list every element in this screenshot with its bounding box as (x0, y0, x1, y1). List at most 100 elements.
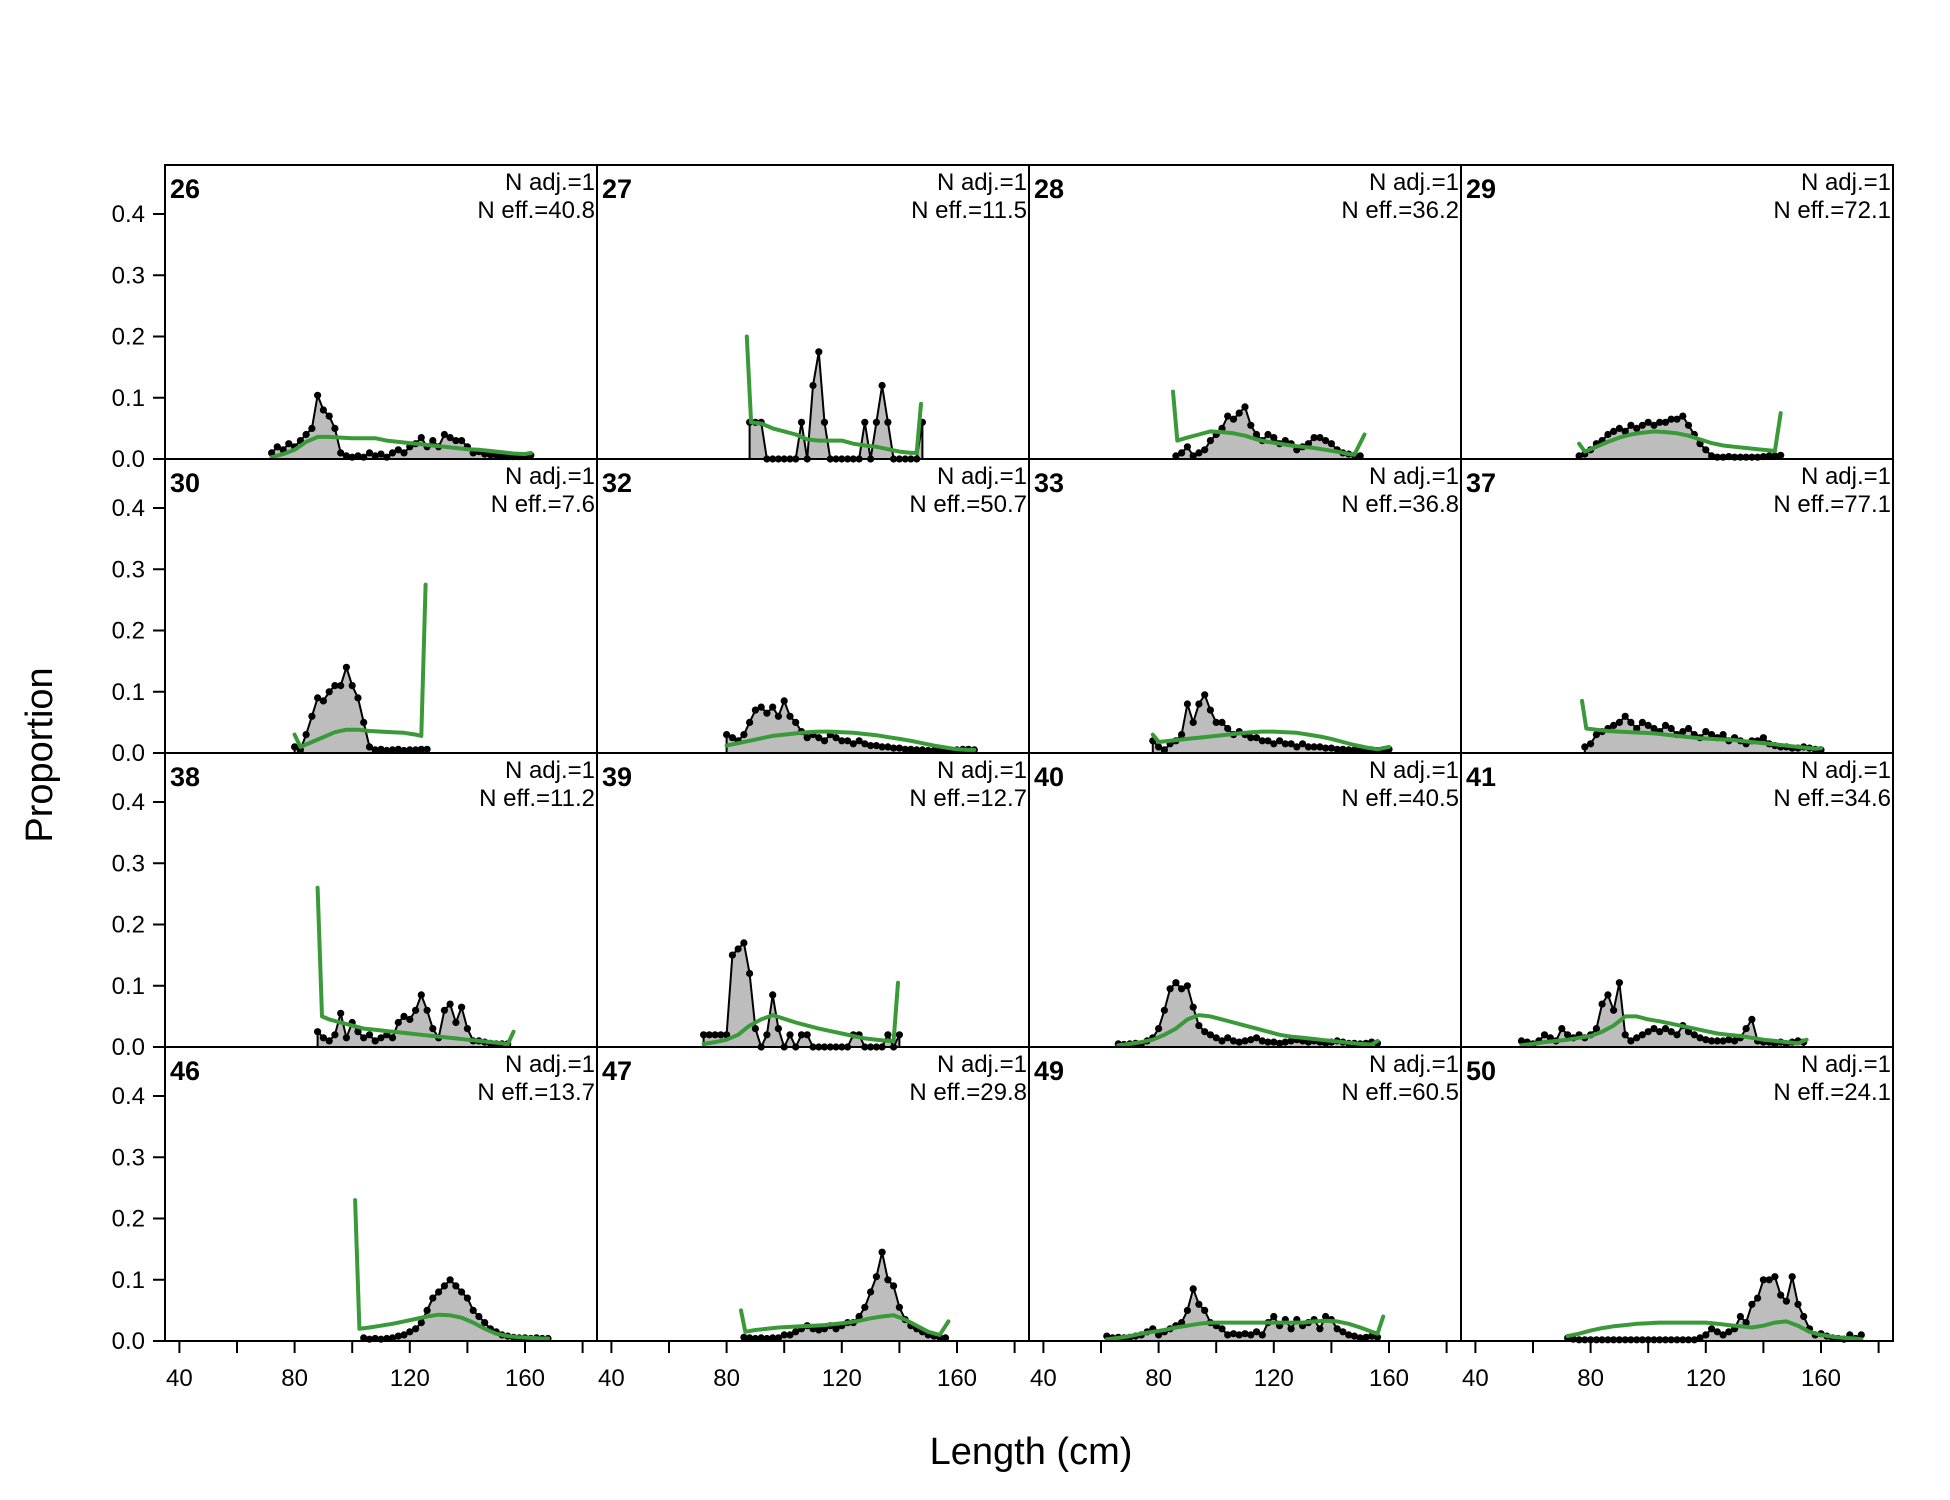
observed-point (475, 1312, 483, 1321)
observed-point (354, 452, 362, 460)
observed-point (1287, 1037, 1295, 1045)
y-tick-label: 0.0 (112, 446, 145, 473)
observed-point (417, 434, 425, 442)
observed-point (809, 381, 817, 390)
observed-point (1759, 734, 1767, 742)
observed-point (1800, 1312, 1808, 1321)
panel-38: 38 N adj.=1N eff.=11.2 (164, 752, 598, 1048)
n-adj-label: N adj.=1 (937, 757, 1027, 784)
observed-point (440, 430, 448, 439)
y-tick-label: 0.0 (112, 740, 145, 767)
y-tick-label: 0.1 (112, 385, 145, 412)
n-eff-label: N eff.=13.7 (477, 1079, 595, 1106)
observed-point (291, 743, 299, 751)
observed-point (1299, 740, 1307, 748)
observed-point (452, 437, 460, 445)
y-tick-label: 0.0 (112, 1328, 145, 1355)
observed-point (746, 969, 754, 978)
observed-point (803, 734, 811, 742)
observed-point (1587, 740, 1595, 748)
observed-point (815, 1326, 823, 1334)
observed-point (371, 1037, 379, 1045)
observed-point (1702, 1331, 1710, 1339)
observed-point (1771, 1273, 1779, 1281)
n-eff-label: N eff.=40.8 (477, 197, 595, 224)
observed-point (1183, 700, 1191, 708)
panel-33: 33 N adj.=1N eff.=36.8 (1028, 458, 1462, 755)
observed-point (774, 1025, 783, 1033)
observed-point (1673, 1031, 1681, 1039)
n-eff-label: N eff.=77.1 (1773, 491, 1891, 518)
observed-point (1719, 731, 1727, 739)
observed-point (1592, 1025, 1600, 1033)
observed-point (1160, 746, 1168, 754)
observed-point (1247, 734, 1255, 742)
panel-46: 46 N adj.=1N eff.=13.7 (164, 1046, 598, 1343)
observed-point (302, 430, 310, 439)
observed-point (1592, 731, 1600, 739)
observed-points (746, 348, 927, 463)
observed-point (1731, 1037, 1739, 1045)
panel-49: 49 N adj.=1N eff.=60.5 (1028, 1046, 1462, 1342)
observed-point (1742, 1319, 1750, 1327)
observed-point (1201, 691, 1209, 699)
observed-point (1270, 434, 1278, 442)
observed-point (1287, 1325, 1295, 1333)
n-adj-label: N adj.=1 (937, 169, 1027, 196)
observed-point (417, 1319, 425, 1327)
observed-point (1650, 724, 1658, 733)
observed-point (446, 1276, 454, 1284)
observed-point (308, 712, 316, 720)
n-adj-label: N adj.=1 (1369, 1051, 1459, 1078)
observed-point (855, 1312, 863, 1321)
observed-point (1241, 403, 1249, 411)
observed-point (1195, 1022, 1203, 1030)
observed-point (429, 1025, 437, 1033)
observed-point (325, 688, 333, 696)
expected-line (315, 885, 516, 1047)
observed-point (1356, 1334, 1364, 1342)
observed-point (1719, 1037, 1727, 1045)
n-adj-label: N adj.=1 (505, 463, 595, 490)
observed-point (1160, 1006, 1168, 1014)
observed-point (815, 734, 823, 742)
observed-point (1656, 418, 1664, 426)
observed-point (1316, 1325, 1324, 1333)
x-tick-label: 160 (937, 1365, 977, 1392)
observed-point (417, 991, 425, 999)
panel-41: 41 N adj.=1N eff.=34.6 (1460, 752, 1894, 1048)
observed-point (1621, 1031, 1629, 1039)
observed-point (1667, 724, 1675, 733)
observed-point (1235, 1038, 1243, 1046)
x-tick-label: 80 (1577, 1365, 1604, 1392)
observed-point (1575, 452, 1583, 460)
observed-point (1610, 1006, 1618, 1014)
observed-point (1172, 979, 1180, 987)
observed-point (1604, 991, 1612, 999)
observed-point (1183, 1306, 1191, 1314)
panel-47: 47 N adj.=1N eff.=29.8 (596, 1046, 1030, 1343)
observed-point (1189, 718, 1197, 727)
panel-id-label: 47 (602, 1056, 632, 1086)
observed-point (1604, 430, 1612, 439)
observed-point (1206, 1031, 1214, 1039)
observed-point (1189, 1285, 1197, 1293)
observed-point (1310, 434, 1318, 442)
observed-point (849, 740, 857, 748)
expected-line (724, 729, 977, 752)
observed-point (1206, 437, 1214, 445)
expected-line (1580, 698, 1823, 751)
observed-point (1615, 424, 1623, 432)
observed-point (1270, 1038, 1278, 1046)
observed-point (1195, 1300, 1203, 1308)
panel-frame (1460, 1046, 1894, 1342)
y-tick-label: 0.2 (112, 618, 145, 645)
observed-point (1276, 1039, 1284, 1047)
observed-point (412, 1325, 420, 1333)
observed-point (446, 434, 454, 442)
observed-point (1638, 1031, 1646, 1039)
observed-point (769, 991, 777, 999)
expected-line (1150, 729, 1391, 752)
n-eff-label: N eff.=36.8 (1341, 491, 1459, 518)
x-tick-label: 120 (390, 1365, 430, 1392)
